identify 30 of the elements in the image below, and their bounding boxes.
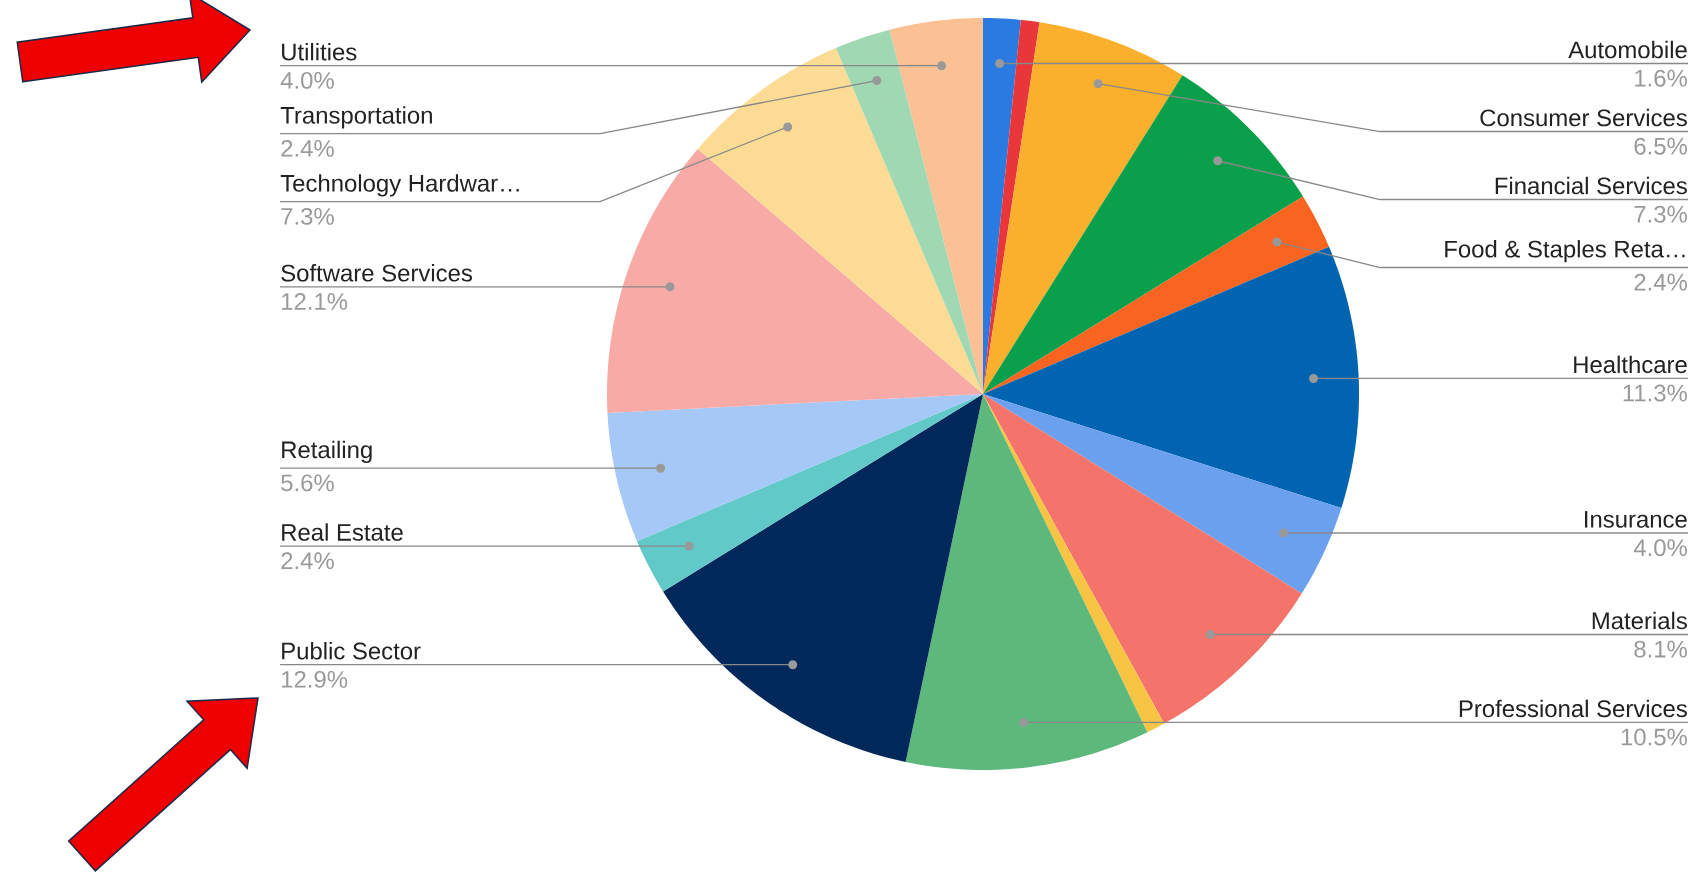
data-label: 1.6% <box>1635 69 1687 87</box>
slice-label: Consumer Services <box>1480 108 1687 127</box>
data-label: 2.4% <box>281 139 334 157</box>
data-label: 7.3% <box>281 207 334 225</box>
slice-label: Financial Services <box>1495 176 1687 195</box>
slice-label: Retailing <box>282 440 372 463</box>
slice-label: Transportation <box>280 106 432 129</box>
slice-label: Healthcare <box>1574 355 1687 374</box>
data-label: 11.3% <box>1623 384 1687 402</box>
slice-label: Professional Services <box>1459 699 1687 718</box>
slice-label: Public Sector <box>282 641 421 660</box>
slice-label: Insurance <box>1585 511 1687 528</box>
data-label: 10.5% <box>1621 728 1687 746</box>
data-label: 4.0% <box>280 71 334 89</box>
data-label: 12.9% <box>282 670 348 688</box>
data-label: 7.3% <box>1634 205 1687 223</box>
data-label: 12.1% <box>282 293 348 310</box>
data-label: 6.5% <box>1634 137 1687 155</box>
data-label: 5.6% <box>281 474 334 492</box>
data-label: 4.0% <box>1633 539 1687 557</box>
slice-label: Food & Staples Reta… <box>1445 240 1685 263</box>
data-label: 2.4% <box>281 552 334 570</box>
slice-label: Utilities <box>282 42 357 61</box>
slice-label: Technology Hardwar… <box>280 174 519 197</box>
slice-label: Software Services <box>281 264 472 282</box>
data-label: 2.4% <box>1634 273 1687 291</box>
slice-label: Materials <box>1592 611 1687 630</box>
slice-label: Real Estate <box>282 523 403 541</box>
slice-label: Automobile <box>1568 40 1687 59</box>
data-label: 8.1% <box>1634 640 1687 658</box>
